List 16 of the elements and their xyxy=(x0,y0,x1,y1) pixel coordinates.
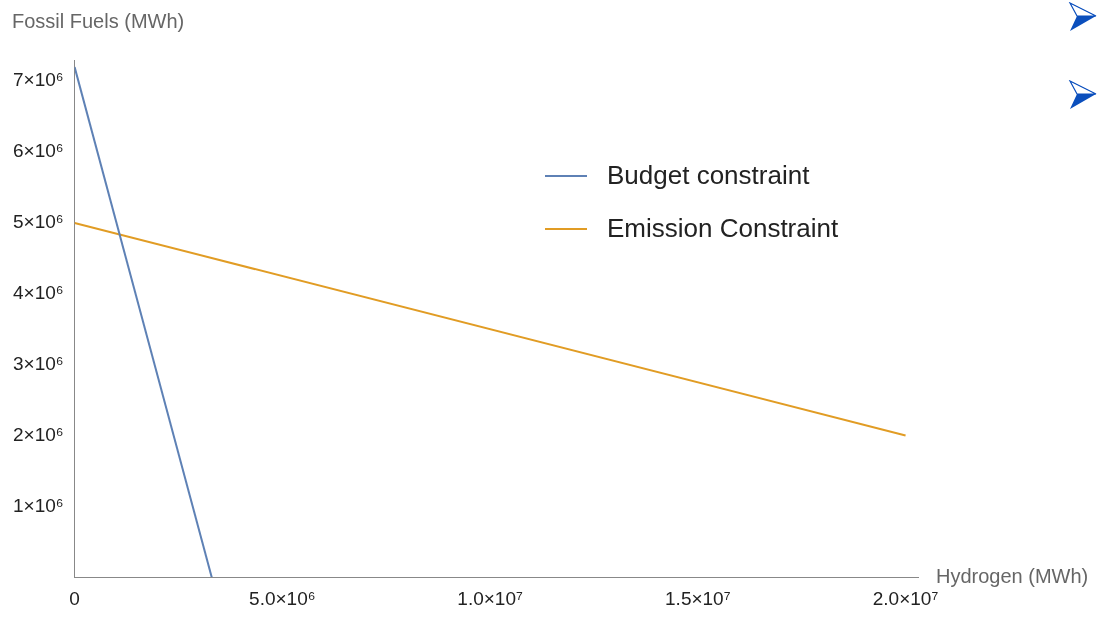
y-tick-label: 5×10⁶ xyxy=(12,211,64,233)
x-tick-label: 1.5×10⁷ xyxy=(665,587,731,609)
x-axis-title: Hydrogen (MWh) xyxy=(936,564,1089,587)
y-tick-label: 1×10⁶ xyxy=(12,494,64,516)
x-tick-label: 2.0×10⁷ xyxy=(872,587,939,609)
y-tick-label: 6×10⁶ xyxy=(12,140,64,162)
legend-label: Budget constraint xyxy=(607,160,810,191)
legend-label: Emission Constraint xyxy=(607,213,839,244)
y-tick-label: 4×10⁶ xyxy=(12,282,64,304)
x-tick-label: 0 xyxy=(69,587,80,609)
x-tick-label: 5.0×10⁶ xyxy=(249,587,316,609)
y-tick-label: 3×10⁶ xyxy=(12,352,64,374)
y-tick-label: 2×10⁶ xyxy=(12,423,64,445)
y-axis-title: Fossil Fuels (MWh) xyxy=(12,9,185,32)
x-tick-label: 1.0×10⁷ xyxy=(457,587,523,609)
y-tick-label: 7×10⁶ xyxy=(12,69,64,91)
